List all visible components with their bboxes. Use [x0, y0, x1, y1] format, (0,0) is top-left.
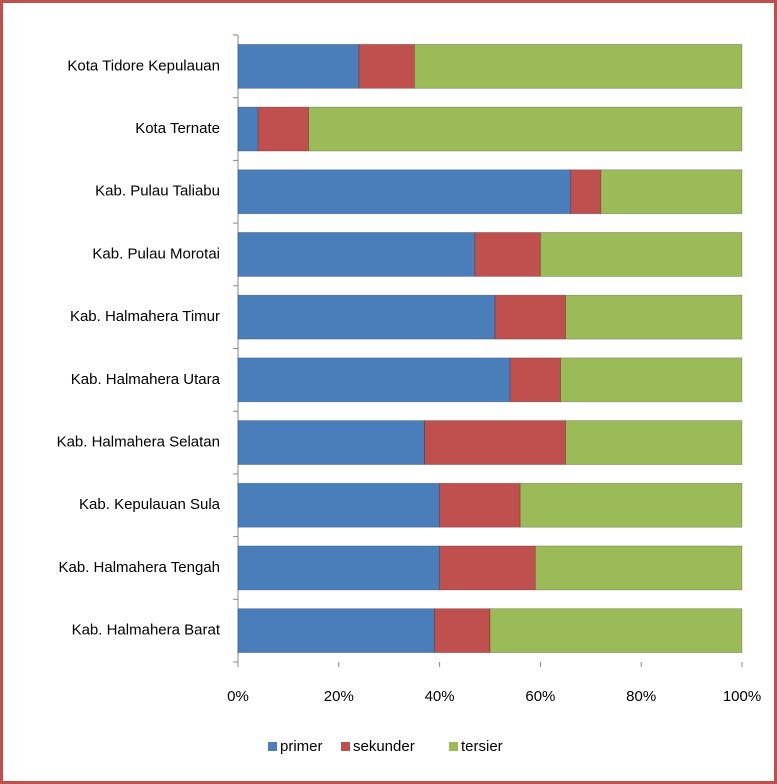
- bar-segment: [237, 169, 572, 215]
- y-tick-label: Kota Ternate: [135, 120, 220, 137]
- legend-swatch: [341, 742, 350, 751]
- bar-segment: [509, 357, 561, 403]
- legend-label: primer: [280, 738, 323, 755]
- bar-segment: [308, 106, 743, 152]
- x-tick-label: 20%: [324, 688, 354, 705]
- bar-segment: [237, 232, 476, 277]
- bar-segment: [600, 169, 743, 215]
- bar-segment: [489, 608, 743, 654]
- bar-segment: [534, 545, 743, 591]
- y-tick-label: Kota Tidore Kepulauan: [67, 57, 220, 74]
- y-tick-label: Kab. Pulau Morotai: [92, 245, 220, 262]
- bar-segment: [358, 43, 415, 89]
- bar-segment: [570, 169, 602, 215]
- x-tick-label: 100%: [723, 688, 761, 705]
- bar-segment: [439, 482, 521, 528]
- bar-segment: [237, 294, 496, 340]
- bar-segment: [474, 232, 541, 277]
- bar-segment: [565, 420, 743, 465]
- y-tick-label: Kab. Halmahera Timur: [70, 308, 220, 325]
- y-tick-label: Kab. Halmahera Selatan: [57, 434, 220, 451]
- bar-segment: [424, 420, 567, 465]
- bar-segment: [519, 482, 743, 528]
- bar-segment: [439, 545, 536, 591]
- y-tick-label: Kab. Pulau Taliabu: [95, 183, 220, 200]
- bar-segment: [237, 482, 441, 528]
- y-tick-label: Kab. Halmahera Utara: [71, 371, 221, 388]
- bar-segment: [237, 43, 360, 89]
- bar-segment: [413, 43, 743, 89]
- bar-segment: [237, 608, 435, 654]
- bar-segment: [237, 545, 441, 591]
- legend-label: sekunder: [353, 738, 415, 755]
- y-tick-label: Kab. Kepulauan Sula: [79, 496, 221, 513]
- bar-segment: [540, 232, 743, 277]
- x-tick-label: 80%: [626, 688, 656, 705]
- legend-label: tersier: [461, 738, 503, 755]
- x-tick-label: 60%: [525, 688, 555, 705]
- bar-segment: [565, 294, 743, 340]
- y-tick-label: Kab. Halmahera Tengah: [59, 559, 221, 576]
- x-tick-label: 40%: [425, 688, 455, 705]
- bar-segment: [237, 106, 259, 152]
- y-tick-label: Kab. Halmahera Barat: [72, 622, 221, 639]
- bar-segment: [257, 106, 309, 152]
- x-tick-label: 0%: [227, 688, 249, 705]
- legend-swatch: [268, 742, 277, 751]
- bar-segment: [434, 608, 491, 654]
- legend-swatch: [449, 742, 458, 751]
- bar-segment: [237, 357, 511, 403]
- bar-segment: [494, 294, 567, 340]
- bar-segment: [560, 357, 743, 403]
- bar-segment: [237, 420, 425, 465]
